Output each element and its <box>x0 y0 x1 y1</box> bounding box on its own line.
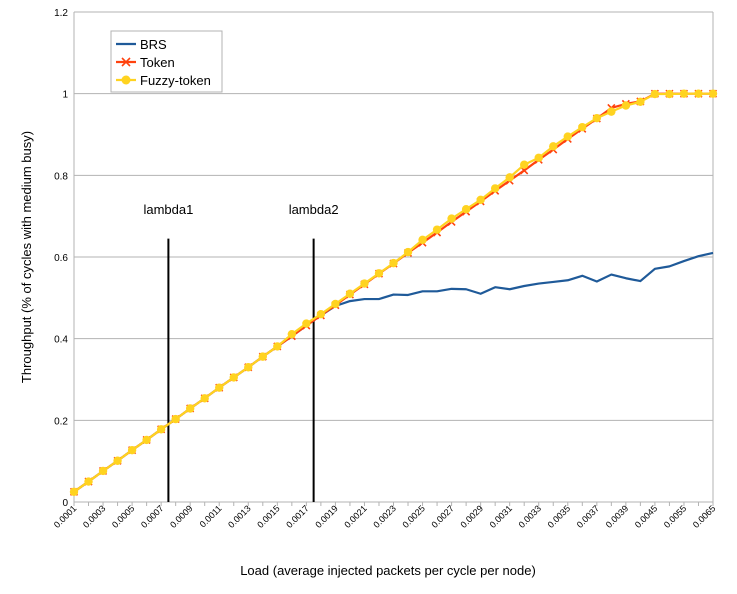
x-tick-label: 0.0013 <box>226 503 253 530</box>
data-point <box>389 258 398 268</box>
x-tick-label: 0.0065 <box>691 503 718 530</box>
data-point <box>331 299 340 309</box>
y-tick-label: 0 <box>62 498 68 509</box>
y-axis-title: Throughput (% of cycles with medium busy… <box>19 131 34 383</box>
data-point <box>665 89 674 99</box>
series-fuzzy-token <box>69 89 718 496</box>
x-tick-label: 0.0003 <box>81 503 108 530</box>
x-tick-label: 0.0023 <box>371 503 398 530</box>
x-tick-label: 0.0055 <box>662 503 689 530</box>
data-point <box>360 279 369 288</box>
legend-marker <box>121 75 131 85</box>
x-tick-label: 0.0039 <box>604 503 631 530</box>
annotation-label: lambda2 <box>289 202 339 217</box>
data-point <box>621 101 631 110</box>
data-point <box>461 205 471 214</box>
data-point <box>171 414 180 424</box>
x-tick-label: 0.0031 <box>488 503 515 530</box>
data-point <box>127 445 137 455</box>
data-point <box>432 225 442 234</box>
data-point <box>708 89 718 98</box>
x-tick-label: 0.0009 <box>168 503 195 530</box>
data-point <box>549 142 558 151</box>
data-point <box>142 435 151 445</box>
annotation-label: lambda1 <box>143 202 193 217</box>
data-point <box>84 477 93 486</box>
data-point <box>258 352 267 361</box>
data-point <box>534 153 543 162</box>
data-point <box>694 89 703 98</box>
series-line <box>73 92 713 493</box>
series-lines <box>69 89 718 496</box>
data-point <box>592 113 602 123</box>
x-tick-label: 0.0011 <box>198 503 224 529</box>
data-point <box>215 383 224 392</box>
data-point <box>185 404 195 413</box>
x-tick-label: 0.0015 <box>255 503 282 530</box>
y-tick-label: 0.6 <box>54 253 68 264</box>
data-point <box>302 319 311 328</box>
x-tick-label: 0.0005 <box>110 503 137 530</box>
legend-item: Token <box>116 55 175 70</box>
data-point <box>69 487 79 496</box>
data-point <box>679 89 689 98</box>
y-tick-label: 1 <box>62 90 68 101</box>
x-tick-label: 0.0027 <box>429 503 456 530</box>
x-tick-label: 0.0017 <box>284 503 311 530</box>
legend-label: Fuzzy-token <box>140 73 211 88</box>
data-point <box>607 107 616 116</box>
x-tick-label: 0.0045 <box>633 503 660 530</box>
data-point <box>345 289 355 298</box>
y-tick-label: 0.2 <box>54 416 68 427</box>
data-point <box>563 132 572 141</box>
data-point <box>650 89 660 99</box>
x-tick-label: 0.0029 <box>459 503 486 530</box>
x-tick-label: 0.0033 <box>517 503 544 530</box>
data-point <box>156 425 166 434</box>
legend-label: BRS <box>140 37 167 52</box>
data-point <box>636 97 645 107</box>
x-tick-label: 0.0007 <box>139 503 166 530</box>
legend: BRS Token Fuzzy-token <box>110 30 223 93</box>
data-point <box>490 184 500 193</box>
data-point <box>578 122 587 132</box>
data-point <box>520 160 529 169</box>
y-tick-label: 0.4 <box>54 335 68 346</box>
series-line <box>73 251 714 493</box>
y-tick-label: 0.8 <box>54 171 68 182</box>
y-tick-label: 1.2 <box>54 8 68 19</box>
x-axis-title: Load (average injected packets per cycle… <box>240 563 536 578</box>
x-tick-label: 0.0037 <box>575 503 602 530</box>
data-point <box>447 214 456 223</box>
data-point <box>287 329 297 339</box>
legend-label: Token <box>140 55 175 70</box>
x-tick-label: 0.0021 <box>342 503 369 530</box>
data-point <box>244 363 253 372</box>
data-point <box>374 269 384 278</box>
data-point <box>476 195 485 205</box>
data-point <box>505 173 514 182</box>
axes <box>73 12 714 506</box>
x-tick-label: 0.0035 <box>546 503 573 530</box>
x-tick-label: 0.0025 <box>400 503 427 530</box>
data-point <box>113 456 122 465</box>
data-point <box>418 235 427 245</box>
data-point <box>98 466 108 476</box>
data-point <box>229 373 238 382</box>
legend-item: Fuzzy-token <box>116 73 211 88</box>
annotations: lambda1 lambda2 <box>143 202 339 502</box>
legend-item: BRS <box>116 37 167 52</box>
series-line <box>73 92 713 493</box>
legend-marker <box>121 57 131 67</box>
data-point <box>200 394 209 403</box>
data-point <box>403 247 413 257</box>
series-brs <box>73 251 714 493</box>
data-point <box>316 309 326 319</box>
x-tick-label: 0.0019 <box>313 503 340 530</box>
data-point <box>273 342 282 351</box>
